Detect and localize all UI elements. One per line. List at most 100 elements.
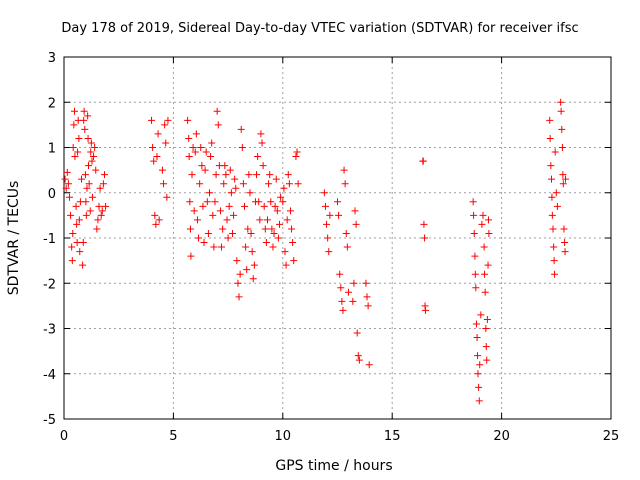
data-point bbox=[206, 189, 214, 197]
data-point bbox=[277, 193, 285, 201]
data-point bbox=[67, 211, 75, 219]
data-point bbox=[231, 175, 239, 183]
data-point bbox=[557, 98, 565, 106]
data-point bbox=[338, 297, 346, 305]
y-tick-label: -1 bbox=[43, 232, 56, 247]
data-point bbox=[282, 261, 290, 269]
x-tick-label: 10 bbox=[275, 429, 292, 444]
data-point bbox=[155, 216, 163, 224]
data-point bbox=[248, 248, 256, 256]
data-point bbox=[254, 153, 262, 161]
data-point bbox=[283, 216, 291, 224]
data-point bbox=[228, 229, 236, 237]
data-point bbox=[479, 211, 487, 219]
data-point bbox=[471, 252, 479, 260]
data-point bbox=[102, 202, 110, 210]
data-point bbox=[483, 356, 491, 364]
data-point bbox=[216, 207, 224, 215]
data-point bbox=[83, 184, 91, 192]
data-point bbox=[212, 171, 220, 179]
data-point bbox=[148, 116, 156, 124]
data-point bbox=[92, 166, 100, 174]
data-point bbox=[82, 198, 90, 206]
data-point bbox=[481, 270, 489, 278]
data-point bbox=[326, 211, 334, 219]
data-point bbox=[250, 261, 258, 269]
data-point bbox=[352, 220, 360, 228]
data-point bbox=[151, 211, 159, 219]
data-points bbox=[61, 98, 569, 405]
data-point bbox=[419, 157, 427, 165]
data-point bbox=[200, 239, 208, 247]
data-point bbox=[164, 116, 172, 124]
data-point bbox=[69, 144, 77, 151]
data-point bbox=[222, 171, 230, 179]
data-point bbox=[340, 166, 348, 174]
data-point bbox=[70, 121, 78, 129]
axis-ticks: 0 5 10 15 20 25 -5 -4 -3 -2 -1 0 1 2 3 bbox=[43, 51, 619, 444]
data-point bbox=[263, 216, 271, 224]
data-point bbox=[162, 139, 170, 147]
data-point bbox=[235, 293, 243, 301]
data-point bbox=[559, 180, 567, 188]
data-point bbox=[238, 144, 246, 151]
data-point bbox=[281, 248, 289, 256]
y-tick-label: -5 bbox=[43, 413, 56, 428]
data-point bbox=[96, 184, 104, 192]
data-point bbox=[244, 225, 252, 233]
data-point bbox=[195, 234, 203, 242]
data-point bbox=[161, 121, 169, 129]
data-point bbox=[246, 189, 254, 197]
data-point bbox=[470, 229, 478, 237]
data-point bbox=[192, 130, 200, 138]
data-point bbox=[260, 202, 268, 210]
data-point bbox=[559, 171, 567, 179]
data-point bbox=[290, 257, 298, 265]
x-tick-label: 5 bbox=[169, 429, 177, 444]
data-point bbox=[474, 352, 482, 360]
data-point bbox=[221, 162, 229, 170]
data-point bbox=[553, 202, 561, 210]
data-point bbox=[474, 370, 482, 378]
data-point bbox=[558, 144, 566, 151]
data-point bbox=[204, 229, 212, 237]
data-point bbox=[242, 243, 250, 251]
data-point bbox=[353, 329, 361, 337]
data-point bbox=[249, 275, 257, 283]
data-point bbox=[323, 220, 331, 228]
data-point bbox=[185, 134, 193, 142]
data-point bbox=[351, 207, 359, 215]
data-point bbox=[199, 202, 207, 210]
data-point bbox=[255, 198, 263, 206]
data-point bbox=[265, 180, 273, 188]
data-point bbox=[288, 225, 296, 233]
data-point bbox=[354, 352, 362, 360]
data-point bbox=[63, 168, 71, 176]
data-point bbox=[271, 202, 279, 210]
data-point bbox=[561, 239, 569, 247]
data-point bbox=[193, 216, 201, 224]
data-point bbox=[78, 175, 86, 183]
data-point bbox=[349, 297, 357, 305]
chart-title: Day 178 of 2019, Sidereal Day-to-day VTE… bbox=[61, 21, 578, 36]
data-point bbox=[551, 148, 559, 156]
data-point bbox=[152, 220, 160, 228]
data-point bbox=[273, 207, 281, 215]
data-point bbox=[186, 198, 194, 206]
data-point bbox=[227, 189, 235, 197]
data-point bbox=[93, 225, 101, 233]
data-point bbox=[341, 180, 349, 188]
data-point bbox=[476, 361, 484, 369]
data-point bbox=[470, 211, 478, 219]
data-point bbox=[477, 311, 485, 319]
data-point bbox=[202, 148, 210, 156]
data-point bbox=[158, 166, 166, 174]
data-point bbox=[210, 243, 218, 251]
data-point bbox=[226, 166, 234, 174]
grid bbox=[64, 57, 611, 419]
data-point bbox=[484, 261, 492, 269]
data-point bbox=[220, 180, 228, 188]
data-point bbox=[224, 234, 232, 242]
data-point bbox=[343, 243, 351, 251]
